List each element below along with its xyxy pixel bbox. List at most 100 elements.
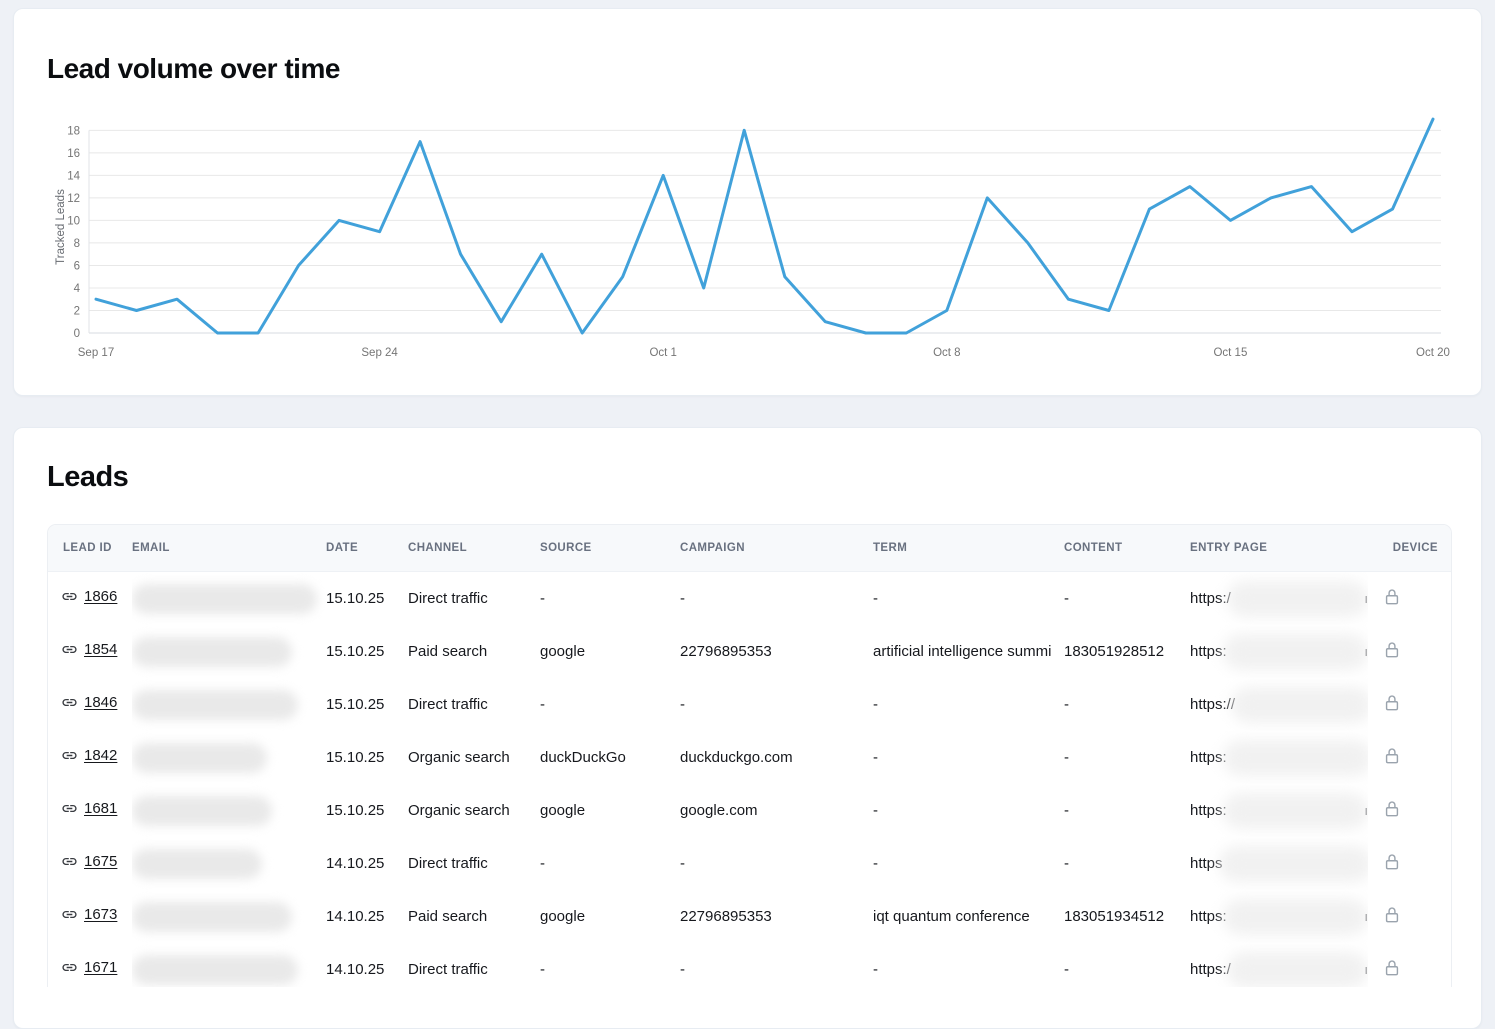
device-cell: [1368, 572, 1451, 626]
term-cell: iqt quantum conference: [873, 908, 1030, 925]
source-cell: -: [540, 696, 545, 713]
lead-id-link[interactable]: 1675: [61, 853, 117, 870]
lead-id-value[interactable]: 1866: [84, 588, 118, 605]
lead-id-value[interactable]: 1673: [84, 906, 118, 923]
email-cell: [132, 678, 326, 731]
y-axis-title: Tracked Leads: [55, 189, 67, 265]
lead-id-value[interactable]: 1675: [84, 853, 118, 870]
campaign-cell: google.com: [680, 802, 758, 819]
date-cell: 14.10.25: [326, 961, 385, 978]
lead-id-cell: 1846: [48, 678, 132, 731]
lock-icon: [1385, 959, 1399, 975]
date-cell: 15.10.25: [326, 802, 385, 819]
column-header-entry-page: ENTRY PAGE: [1190, 525, 1368, 572]
y-tick-label: 12: [67, 193, 80, 205]
column-header-lead-id: LEAD ID: [48, 525, 132, 572]
y-tick-label: 10: [67, 215, 80, 227]
link-icon: [62, 910, 77, 919]
device-cell: [1368, 731, 1451, 784]
email-cell: [132, 625, 326, 678]
y-tick-label: 16: [67, 148, 80, 160]
entry-page-cell: https:ı: [1190, 890, 1368, 943]
link-icon: [62, 751, 77, 760]
content-cell: -: [1064, 855, 1069, 872]
term-cell: -: [873, 749, 878, 766]
leads-table: LEAD ID EMAIL DATE CHANNEL SOURCE CAMPAIGN TER…: [48, 525, 1451, 987]
lead-id-cell: 1675: [48, 837, 132, 890]
channel-cell: Paid search: [408, 908, 488, 925]
lead-id-value[interactable]: 1681: [84, 800, 118, 817]
email-cell: [132, 943, 326, 987]
campaign-cell: 22796895353: [680, 908, 772, 925]
lead-volume-line: [94, 117, 1435, 335]
date-cell: 14.10.25: [326, 855, 385, 872]
lead-id-cell: 1854: [48, 625, 132, 678]
campaign-cell: duckduckgo.com: [680, 749, 793, 766]
term-cell: -: [873, 961, 878, 978]
table-row: 1866 15.10.25 Direct traffic - - - - htt…: [48, 572, 1451, 626]
entry-page-prefix: https:: [1190, 643, 1227, 660]
content-cell: -: [1064, 749, 1069, 766]
email-cell: [132, 837, 326, 890]
leads-table-container: LEAD ID EMAIL DATE CHANNEL SOURCE CAMPAIGN TER…: [47, 524, 1452, 987]
lead-id-value[interactable]: 1854: [84, 641, 118, 658]
lead-id-link[interactable]: 1866: [61, 588, 117, 605]
date-cell: 14.10.25: [326, 908, 385, 925]
leads-title: Leads: [47, 461, 129, 493]
lead-id-cell: 1671: [48, 943, 132, 987]
x-tick-label: Oct 8: [933, 347, 960, 359]
redacted-entry-page: [1222, 739, 1368, 776]
redacted-email: [132, 848, 262, 879]
column-header-campaign: CAMPAIGN: [680, 525, 873, 572]
lead-id-value[interactable]: 1671: [84, 959, 118, 976]
y-tick-label: 4: [74, 283, 81, 295]
source-cell: google: [540, 643, 586, 660]
table-row: 1842 15.10.25 Organic search duckDuckGo …: [48, 731, 1451, 784]
email-cell: [132, 731, 326, 784]
y-tick-label: 18: [67, 125, 80, 137]
entry-page-prefix: https://: [1190, 696, 1236, 713]
redacted-email: [132, 636, 292, 667]
lead-id-link[interactable]: 1846: [61, 694, 117, 711]
lead-id-link[interactable]: 1671: [61, 959, 117, 976]
redacted-entry-page: [1226, 580, 1368, 617]
redacted-email: [132, 583, 317, 614]
lead-id-link[interactable]: 1681: [61, 800, 117, 817]
lead-id-link[interactable]: 1854: [61, 641, 117, 658]
column-header-date: DATE: [326, 525, 408, 572]
x-tick-label: Oct 1: [649, 347, 676, 359]
link-icon: [62, 592, 77, 601]
email-cell: [132, 784, 326, 837]
chart-title: Lead volume over time: [47, 53, 340, 84]
lead-id-value[interactable]: 1846: [84, 694, 118, 711]
source-cell: google: [540, 908, 586, 925]
source-cell: -: [540, 590, 545, 607]
term-cell: -: [873, 696, 878, 713]
redacted-entry-page: [1222, 633, 1368, 670]
lead-id-link[interactable]: 1842: [61, 747, 117, 764]
column-header-term: TERM: [873, 525, 1064, 572]
column-header-source: SOURCE: [540, 525, 680, 572]
date-cell: 15.10.25: [326, 643, 385, 660]
entry-page-cell: https:/ı: [1190, 943, 1368, 987]
table-row: 1673 14.10.25 Paid search google 2279689…: [48, 890, 1451, 943]
channel-cell: Direct traffic: [408, 590, 488, 607]
lead-id-cell: 1842: [48, 731, 132, 784]
table-row: 1854 15.10.25 Paid search google 2279689…: [48, 625, 1451, 678]
entry-page-prefix: https:: [1190, 802, 1227, 819]
content-cell: -: [1064, 696, 1069, 713]
redacted-email: [132, 689, 298, 720]
redacted-email: [132, 795, 272, 826]
x-tick-label: Oct 15: [1213, 347, 1247, 359]
link-icon: [62, 963, 77, 972]
email-cell: [132, 572, 326, 626]
entry-page-cell: https:/ı: [1190, 572, 1368, 626]
email-cell: [132, 890, 326, 943]
column-header-device: DEVICE: [1368, 525, 1451, 572]
lead-id-value[interactable]: 1842: [84, 747, 118, 764]
campaign-cell: 22796895353: [680, 643, 772, 660]
redacted-email: [132, 742, 267, 773]
lead-id-link[interactable]: 1673: [61, 906, 117, 923]
lock-icon: [1385, 800, 1399, 816]
campaign-cell: -: [680, 961, 685, 978]
